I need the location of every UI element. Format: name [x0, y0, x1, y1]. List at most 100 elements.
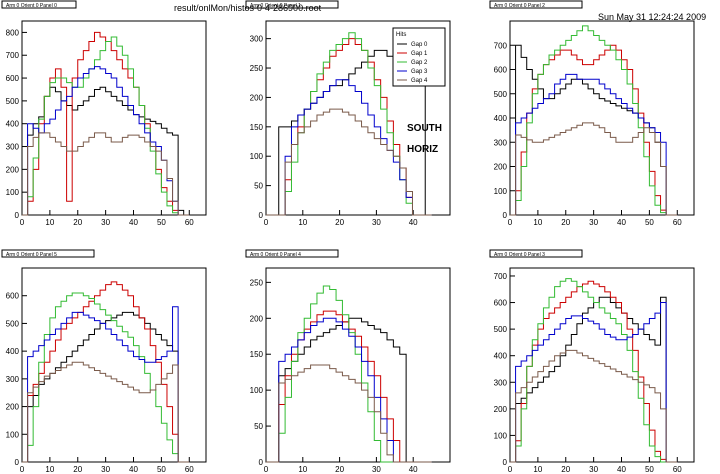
timestamp-label: Sun May 31 12:24:24 2009: [598, 12, 707, 22]
series-gap-3: [266, 317, 432, 463]
y-tick-label: 100: [6, 430, 20, 439]
x-tick-label: 30: [101, 465, 110, 474]
y-tick-label: 400: [494, 114, 508, 123]
y-tick-label: 300: [6, 143, 20, 152]
x-tick-label: 30: [101, 218, 110, 227]
x-tick-label: 60: [673, 465, 682, 474]
series-gap-3: [22, 66, 190, 216]
panel-title-box: [245, 0, 339, 9]
x-tick-label: 50: [157, 465, 166, 474]
x-tick-label: 0: [20, 465, 25, 474]
plot-frame: [265, 267, 451, 463]
y-tick-label: 0: [503, 211, 508, 220]
x-tick-label: 60: [673, 218, 682, 227]
y-tick-label: 200: [494, 163, 508, 172]
y-tick-label: 500: [6, 97, 20, 106]
x-tick-label: 40: [409, 465, 418, 474]
y-tick-label: 300: [250, 35, 264, 44]
series-gap-2: [266, 285, 432, 463]
legend-box: [392, 27, 446, 87]
y-tick-label: 700: [494, 41, 508, 50]
series-gap-0: [510, 296, 678, 463]
series-gap-1: [266, 310, 432, 463]
y-tick-label: 700: [6, 51, 20, 60]
filename-label: result/onlMon/histos-0-4-286900.root: [174, 3, 322, 13]
panel-title: Arm 0 Orient 0 Panel 3: [494, 252, 545, 258]
panel-title-box: [1, 0, 77, 9]
y-tick-label: 500: [6, 319, 20, 328]
plot-frame: [265, 20, 451, 216]
x-tick-label: 0: [20, 218, 25, 227]
series-gap-0: [510, 44, 678, 216]
y-tick-label: 200: [250, 314, 264, 323]
y-tick-label: 200: [6, 165, 20, 174]
y-tick-label: 150: [250, 123, 264, 132]
legend-entry: Gap 0: [411, 42, 428, 48]
x-tick-label: 20: [73, 465, 82, 474]
y-tick-label: 100: [494, 187, 508, 196]
x-tick-label: 60: [185, 218, 194, 227]
annotation-horiz: HORIZ: [407, 144, 439, 155]
series-gap-1: [22, 281, 190, 463]
y-tick-label: 50: [254, 182, 263, 191]
panel-title: Arm 0 Orient 0 Panel 4: [250, 252, 301, 258]
x-tick-label: 0: [508, 465, 513, 474]
x-tick-label: 30: [589, 465, 598, 474]
series-gap-4: [266, 364, 432, 463]
y-tick-label: 100: [250, 152, 264, 161]
y-tick-label: 400: [6, 347, 20, 356]
x-tick-label: 20: [335, 465, 344, 474]
annotation-south: SOUTH: [407, 123, 442, 134]
series-gap-2: [22, 36, 190, 216]
y-tick-label: 300: [494, 378, 508, 387]
y-tick-label: 0: [15, 211, 20, 220]
x-tick-label: 50: [645, 465, 654, 474]
legend-entry: Gap 3: [411, 69, 428, 75]
y-tick-label: 100: [250, 386, 264, 395]
legend-title: Hits: [396, 32, 406, 38]
legend-entry: Gap 4: [411, 78, 428, 84]
x-tick-label: 10: [533, 465, 542, 474]
x-tick-label: 20: [73, 218, 82, 227]
y-tick-label: 0: [15, 458, 20, 467]
panel-title: Arm 0 Orient 0 Panel 2: [494, 3, 545, 9]
x-tick-label: 10: [298, 218, 307, 227]
x-tick-label: 40: [409, 218, 418, 227]
y-tick-label: 150: [250, 350, 264, 359]
series-gap-3: [510, 73, 678, 216]
y-tick-label: 250: [250, 278, 264, 287]
y-tick-label: 600: [6, 292, 20, 301]
y-tick-label: 300: [494, 138, 508, 147]
x-tick-label: 10: [298, 465, 307, 474]
x-tick-label: 0: [264, 218, 269, 227]
series-gap-4: [510, 349, 678, 463]
series-gap-1: [510, 280, 678, 463]
y-tick-label: 500: [494, 90, 508, 99]
y-tick-label: 0: [259, 211, 264, 220]
x-tick-label: 40: [617, 218, 626, 227]
y-tick-label: 400: [494, 352, 508, 361]
panel-title: Arm 0 Orient 0 Panel 0: [6, 3, 57, 9]
y-tick-label: 600: [494, 66, 508, 75]
series-gap-2: [22, 292, 190, 463]
x-tick-label: 40: [129, 465, 138, 474]
series-gap-1: [266, 38, 432, 216]
series-gap-0: [266, 317, 432, 463]
y-tick-label: 0: [503, 458, 508, 467]
series-gap-0: [22, 86, 190, 216]
panel-title: Arm 0 Orient 0 Panel 1: [250, 3, 301, 9]
y-tick-label: 800: [6, 28, 20, 37]
plot-frame: [21, 267, 207, 463]
x-tick-label: 20: [561, 218, 570, 227]
y-tick-label: 100: [6, 188, 20, 197]
series-gap-2: [510, 278, 678, 463]
series-gap-3: [510, 302, 678, 463]
y-tick-label: 400: [6, 120, 20, 129]
y-tick-label: 0: [259, 458, 264, 467]
series-gap-4: [22, 132, 190, 216]
y-tick-label: 600: [6, 74, 20, 83]
plot-frame: [509, 267, 695, 463]
y-tick-label: 500: [494, 325, 508, 334]
y-tick-label: 100: [494, 431, 508, 440]
series-gap-3: [22, 306, 190, 463]
